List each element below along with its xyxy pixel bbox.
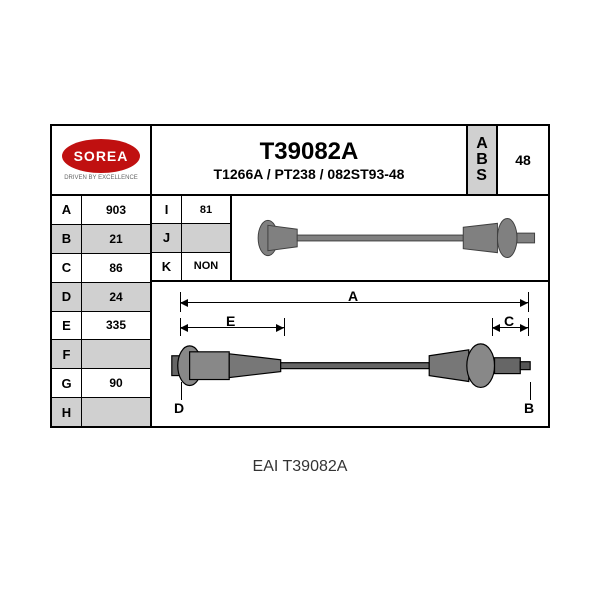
spec-value xyxy=(82,340,150,368)
spec-value xyxy=(82,398,150,426)
abs-value: 48 xyxy=(498,126,548,194)
content-area: I81JKNON xyxy=(152,196,548,426)
spec-row: B21 xyxy=(52,225,150,254)
spec-row: C86 xyxy=(52,254,150,283)
spec-label: G xyxy=(52,369,82,397)
spec-label: C xyxy=(52,254,82,282)
axle-thumbnail xyxy=(232,196,548,280)
spec-value: 86 xyxy=(82,254,150,282)
spec-label: A xyxy=(52,196,82,224)
dim-tick xyxy=(181,382,182,400)
mini-spec-label: J xyxy=(152,224,182,251)
header-row: SOREA DRIVEN BY EXCELLENCE T39082A T1266… xyxy=(52,126,548,196)
upper-content: I81JKNON xyxy=(152,196,548,282)
left-spec-column: A903B21C86D24E335FG90H xyxy=(52,196,152,426)
mini-spec-row: I81 xyxy=(152,196,230,224)
spec-label: B xyxy=(52,225,82,253)
title-box: T39082A T1266A / PT238 / 082ST93-48 xyxy=(152,126,468,194)
dim-tick xyxy=(528,318,529,336)
mini-spec-value: 81 xyxy=(182,196,230,223)
spec-row: F xyxy=(52,340,150,369)
dim-tick xyxy=(530,382,531,400)
spec-value: 21 xyxy=(82,225,150,253)
spec-label: D xyxy=(52,283,82,311)
mini-spec-value xyxy=(182,224,230,251)
spec-value: 903 xyxy=(82,196,150,224)
axle-thumb-svg xyxy=(232,196,548,280)
brand-tagline: DRIVEN BY EXCELLENCE xyxy=(64,175,138,181)
mini-spec-label: I xyxy=(152,196,182,223)
spec-label: F xyxy=(52,340,82,368)
dim-label-b: B xyxy=(524,400,534,416)
spec-row: G90 xyxy=(52,369,150,398)
dim-label-c: C xyxy=(504,313,514,329)
logo-box: SOREA DRIVEN BY EXCELLENCE xyxy=(52,126,152,194)
mini-spec-row: J xyxy=(152,224,230,252)
part-number: T39082A xyxy=(260,138,359,166)
abs-letter: S xyxy=(476,168,488,184)
spec-value: 90 xyxy=(82,369,150,397)
spec-value: 335 xyxy=(82,312,150,340)
dim-label-e: E xyxy=(226,313,235,329)
spec-label: E xyxy=(52,312,82,340)
dim-label-a: A xyxy=(348,288,358,304)
image-caption: EAI T39082A xyxy=(253,458,348,476)
spec-label: H xyxy=(52,398,82,426)
abs-letter: B xyxy=(476,152,488,168)
dim-tick xyxy=(528,292,529,312)
spec-row: D24 xyxy=(52,283,150,312)
axle-diagram-svg xyxy=(152,282,548,430)
mini-spec-column: I81JKNON xyxy=(152,196,232,280)
mini-spec-label: K xyxy=(152,253,182,280)
spec-sheet-frame: SOREA DRIVEN BY EXCELLENCE T39082A T1266… xyxy=(50,124,550,428)
dim-tick xyxy=(284,318,285,336)
part-cross-ref: T1266A / PT238 / 082ST93-48 xyxy=(214,166,405,182)
spec-value: 24 xyxy=(82,283,150,311)
mini-spec-value: NON xyxy=(182,253,230,280)
body-row: A903B21C86D24E335FG90H I81JKNON xyxy=(52,196,548,426)
abs-label-col: A B S xyxy=(468,126,498,194)
mini-spec-row: KNON xyxy=(152,253,230,280)
abs-letter: A xyxy=(476,136,488,152)
spec-row: H xyxy=(52,398,150,426)
dim-label-d: D xyxy=(174,400,184,416)
brand-logo: SOREA xyxy=(62,139,140,173)
spec-row: A903 xyxy=(52,196,150,225)
spec-row: E335 xyxy=(52,312,150,341)
dimension-diagram: A E C D B xyxy=(152,282,548,430)
